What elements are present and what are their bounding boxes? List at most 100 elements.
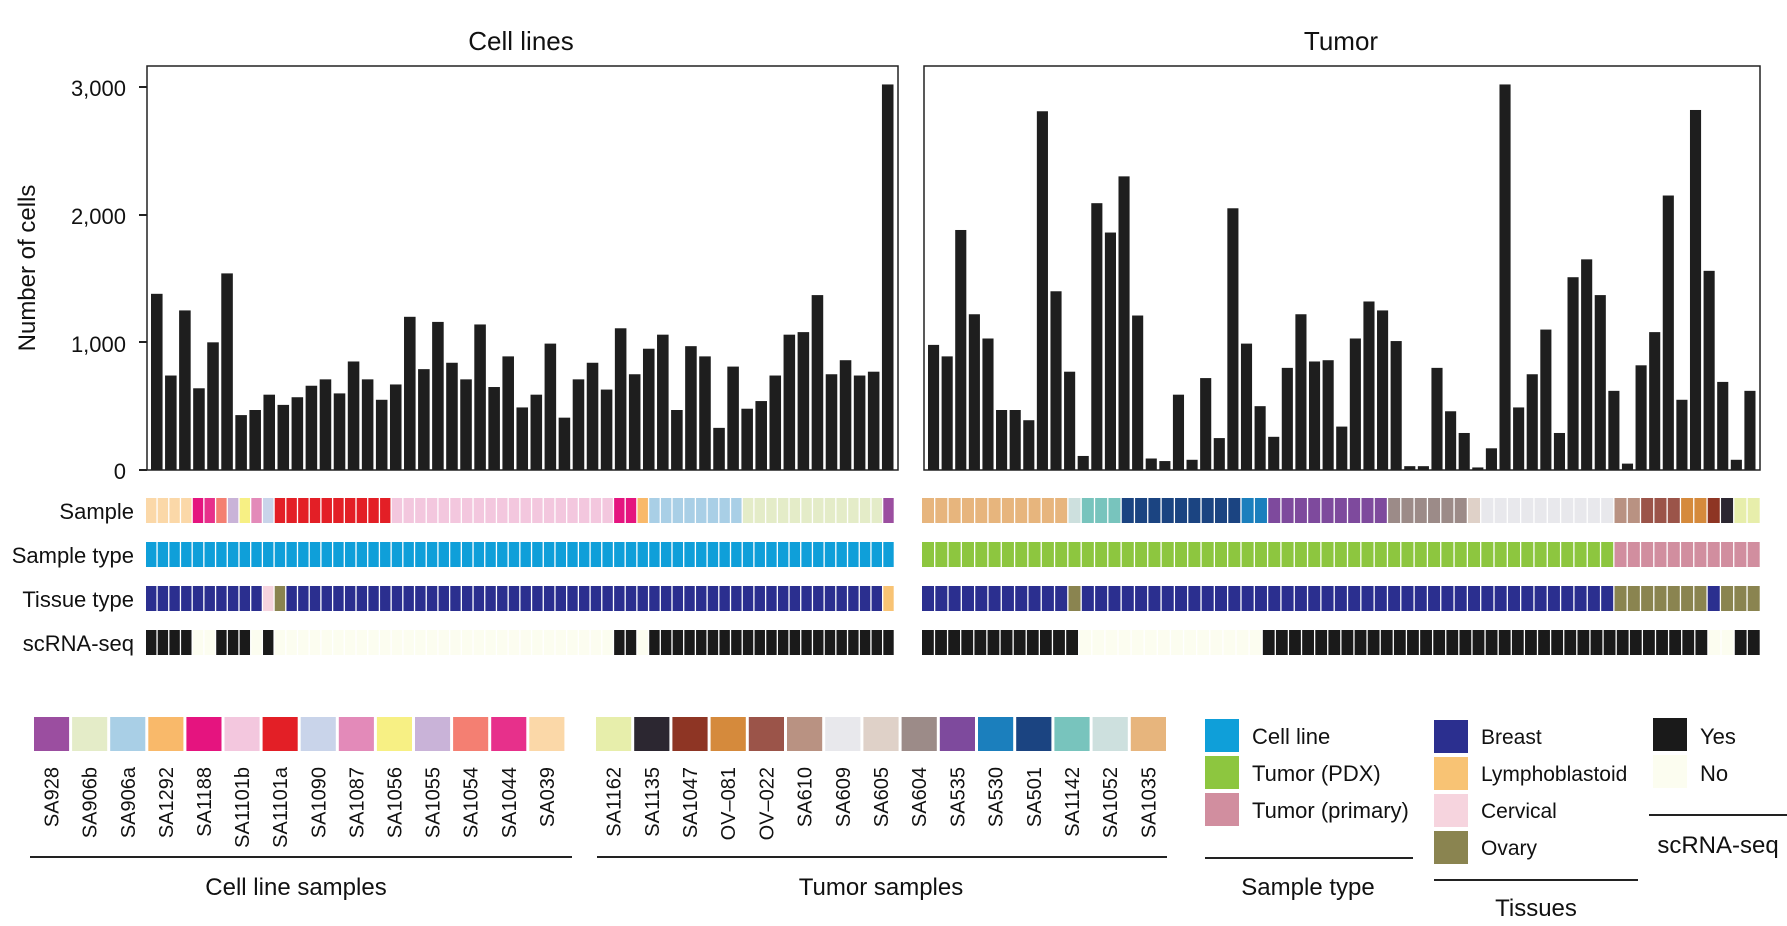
legend-label-sa1101b: SA1101b [232, 767, 254, 848]
bar-tumor-60 [1730, 459, 1742, 470]
track-cell-sample-type-tumor-41 [1454, 542, 1467, 567]
track-cell-tissue-type-tumor-5 [975, 586, 988, 611]
y-tick-label-1000: 1,000 [71, 332, 126, 357]
bar-cell-lines-21 [432, 321, 444, 470]
track-cell-tissue-type-cell-lines-6 [204, 586, 215, 611]
track-cell-sample-type-tumor-20 [1175, 542, 1188, 567]
track-cell-sample-type-tumor-43 [1481, 542, 1494, 567]
bar-tumor-11 [1064, 371, 1076, 470]
legend-label-cervical: Cervical [1481, 800, 1557, 823]
track-cell-scrna-seq-tumor-52 [1590, 630, 1603, 655]
track-cell-tissue-type-cell-lines-60 [836, 586, 847, 611]
track-cell-sample-tumor-45 [1507, 498, 1520, 523]
track-cell-sample-type-cell-lines-21 [380, 542, 391, 567]
legend-label-ov-022: OV–022 [756, 767, 778, 840]
track-cell-scrna-seq-tumor-14 [1092, 630, 1105, 655]
track-cell-scrna-seq-tumor-2 [935, 630, 947, 655]
bar-tumor-42 [1485, 448, 1497, 470]
track-cell-tissue-type-cell-lines-10 [251, 586, 262, 611]
track-cell-sample-cell-lines-45 [660, 498, 672, 523]
track-cell-scrna-seq-tumor-42 [1459, 630, 1472, 655]
track-cell-scrna-seq-tumor-46 [1511, 630, 1524, 655]
track-cell-scrna-seq-tumor-12 [1066, 630, 1079, 655]
track-cell-sample-cell-lines-9 [239, 498, 251, 523]
track-cell-tissue-type-tumor-58 [1681, 586, 1694, 611]
track-cell-sample-type-tumor-11 [1055, 542, 1068, 567]
track-cell-sample-type-tumor-21 [1188, 542, 1201, 567]
track-cell-sample-tumor-29 [1294, 498, 1307, 523]
track-cell-sample-cell-lines-64 [883, 498, 894, 523]
track-cell-sample-type-tumor-22 [1201, 542, 1214, 567]
track-cell-tissue-type-tumor-15 [1108, 586, 1121, 611]
legend-label-tumor-primary: Tumor (primary) [1252, 798, 1409, 823]
track-cell-tissue-type-tumor-35 [1374, 586, 1387, 611]
track-cell-scrna-seq-tumor-7 [1000, 630, 1013, 655]
track-cell-tissue-type-tumor-7 [1001, 586, 1014, 611]
track-cell-scrna-seq-cell-lines-63 [871, 630, 882, 655]
track-cell-sample-tumor-13 [1081, 498, 1094, 523]
bar-tumor-37 [1417, 466, 1429, 470]
legend-swatch-sa501 [1016, 717, 1052, 751]
bar-cell-lines-53 [881, 84, 894, 470]
track-cell-tissue-type-tumor-51 [1587, 586, 1600, 611]
track-cell-tissue-type-tumor-16 [1121, 586, 1134, 611]
legend-label-no: No [1700, 761, 1728, 786]
track-cell-sample-tumor-22 [1201, 498, 1214, 523]
y-tick-label-2000: 2,000 [71, 204, 126, 229]
track-cell-tissue-type-cell-lines-3 [169, 586, 180, 611]
track-label-scrna-seq: scRNA-seq [23, 631, 134, 656]
track-cell-sample-cell-lines-63 [871, 498, 882, 523]
track-cell-tissue-type-cell-lines-42 [625, 586, 637, 611]
bar-tumor-15 [1118, 176, 1130, 470]
track-cell-scrna-seq-cell-lines-61 [848, 630, 859, 655]
bar-cell-lines-40 [699, 356, 711, 470]
track-cell-sample-type-tumor-35 [1374, 542, 1387, 567]
bar-cell-lines-45 [769, 375, 782, 470]
track-cell-sample-tumor-31 [1321, 498, 1334, 523]
track-cell-tissue-type-cell-lines-56 [789, 586, 801, 611]
bar-cell-lines-1 [151, 293, 163, 470]
track-cell-scrna-seq-tumor-36 [1380, 630, 1393, 655]
track-cell-tissue-type-tumor-48 [1547, 586, 1560, 611]
track-cell-sample-cell-lines-5 [192, 498, 204, 523]
bar-cell-lines-33 [600, 389, 613, 470]
legend-label-sa1087: SA1087 [346, 767, 368, 838]
track-cell-sample-type-tumor-18 [1148, 542, 1161, 567]
bar-tumor-58 [1703, 270, 1715, 470]
track-cell-sample-cell-lines-27 [450, 498, 461, 523]
legend-swatch-sa1101b [224, 717, 260, 751]
track-cell-tissue-type-tumor-60 [1707, 586, 1720, 611]
track-cell-scrna-seq-cell-lines-28 [461, 630, 473, 655]
bar-cell-lines-4 [193, 388, 205, 470]
track-cell-scrna-seq-tumor-4 [961, 630, 974, 655]
track-cell-sample-tumor-19 [1161, 498, 1174, 523]
track-cell-scrna-seq-cell-lines-10 [251, 630, 262, 655]
track-cell-sample-type-cell-lines-25 [426, 542, 438, 567]
bar-cell-lines-23 [460, 379, 472, 470]
track-cell-sample-type-cell-lines-27 [450, 542, 461, 567]
bar-tumor-27 [1281, 367, 1293, 470]
track-cell-sample-type-cell-lines-14 [298, 542, 309, 567]
track-cell-scrna-seq-cell-lines-64 [883, 630, 894, 655]
track-cell-tissue-type-cell-lines-63 [871, 586, 882, 611]
track-cell-sample-type-tumor-33 [1348, 542, 1361, 567]
track-cell-scrna-seq-tumor-3 [948, 630, 961, 655]
track-cell-tissue-type-cell-lines-29 [473, 586, 485, 611]
track-cell-sample-type-tumor-38 [1414, 542, 1427, 567]
y-axis-label: Number of cells [14, 185, 41, 352]
track-cell-sample-tumor-38 [1414, 498, 1427, 523]
track-cell-scrna-seq-cell-lines-21 [380, 630, 391, 655]
track-cell-sample-tumor-15 [1108, 498, 1121, 523]
track-cell-scrna-seq-tumor-43 [1472, 630, 1485, 655]
track-cell-scrna-seq-cell-lines-54 [766, 630, 777, 655]
track-cell-sample-tumor-7 [1001, 498, 1014, 523]
track-cell-scrna-seq-cell-lines-25 [426, 630, 438, 655]
track-cell-sample-type-tumor-62 [1734, 542, 1747, 567]
legend-swatch-cervical [1434, 794, 1468, 827]
track-cell-scrna-seq-tumor-24 [1223, 630, 1236, 655]
track-cell-sample-cell-lines-3 [169, 498, 180, 523]
bar-tumor-14 [1104, 232, 1116, 470]
track-cell-scrna-seq-tumor-17 [1131, 630, 1144, 655]
track-cell-sample-cell-lines-51 [731, 498, 742, 523]
track-cell-sample-type-cell-lines-62 [859, 542, 871, 567]
